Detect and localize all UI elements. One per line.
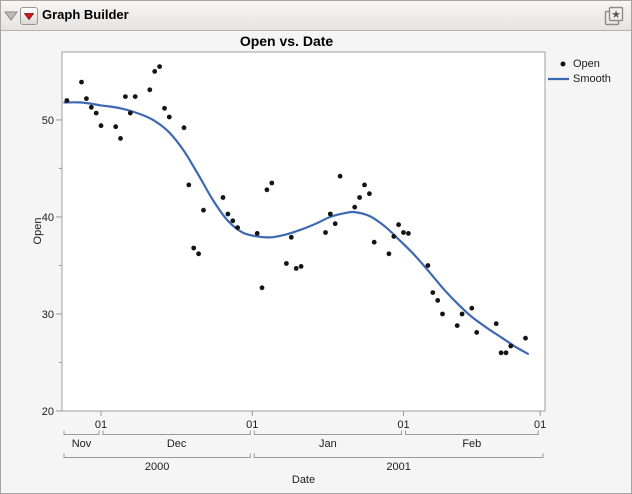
- data-point[interactable]: [166, 114, 172, 120]
- data-point[interactable]: [93, 110, 99, 116]
- data-point[interactable]: [230, 218, 236, 224]
- data-point[interactable]: [440, 311, 445, 317]
- x-month-label[interactable]: Jan: [319, 438, 337, 450]
- data-point[interactable]: [79, 79, 84, 85]
- x-day-tick-label[interactable]: 01: [397, 419, 409, 431]
- data-point[interactable]: [332, 221, 338, 227]
- data-point[interactable]: [186, 182, 192, 188]
- data-point[interactable]: [352, 204, 358, 210]
- data-point[interactable]: [391, 234, 397, 239]
- data-point[interactable]: [196, 251, 202, 257]
- data-point[interactable]: [371, 239, 377, 245]
- x-year-label[interactable]: 2000: [145, 461, 169, 473]
- x-axis-label[interactable]: Date: [291, 474, 316, 486]
- data-point[interactable]: [157, 64, 163, 69]
- y-tick-label[interactable]: 20: [42, 406, 54, 418]
- legend: Open Smooth: [547, 56, 611, 86]
- data-point[interactable]: [288, 234, 294, 240]
- data-point[interactable]: [469, 305, 475, 311]
- x-axis: [63, 411, 544, 458]
- x-month-label[interactable]: Feb: [462, 438, 481, 450]
- y-tick-label[interactable]: 50: [42, 115, 54, 127]
- red-triangle-icon: [24, 13, 34, 20]
- data-point[interactable]: [284, 261, 289, 266]
- data-point[interactable]: [327, 211, 333, 217]
- data-point[interactable]: [191, 245, 197, 251]
- data-point[interactable]: [386, 251, 392, 257]
- data-point[interactable]: [269, 180, 275, 186]
- data-point[interactable]: [201, 207, 206, 213]
- layered-window-star-icon[interactable]: ★: [603, 5, 625, 27]
- data-point[interactable]: [474, 330, 480, 335]
- data-point[interactable]: [127, 110, 133, 116]
- scatter-points[interactable]: [64, 64, 528, 356]
- data-point[interactable]: [225, 211, 231, 217]
- data-point[interactable]: [401, 230, 406, 235]
- x-day-tick-label[interactable]: 01: [246, 419, 258, 431]
- disclosure-triangle-icon[interactable]: [4, 10, 18, 22]
- data-point[interactable]: [337, 173, 343, 179]
- data-point[interactable]: [406, 231, 411, 236]
- legend-item-open[interactable]: Open: [547, 56, 611, 71]
- legend-label-open: Open: [573, 57, 600, 70]
- data-point[interactable]: [264, 187, 270, 193]
- data-point[interactable]: [98, 123, 104, 129]
- data-point[interactable]: [181, 125, 187, 131]
- y-tick-label[interactable]: 40: [42, 212, 54, 224]
- legend-item-smooth[interactable]: Smooth: [547, 71, 611, 86]
- dot-marker-icon: [560, 61, 566, 66]
- data-point[interactable]: [323, 230, 328, 235]
- data-point[interactable]: [367, 191, 372, 197]
- data-point[interactable]: [454, 323, 460, 328]
- data-point[interactable]: [64, 98, 70, 103]
- data-point[interactable]: [118, 136, 123, 141]
- data-point[interactable]: [357, 195, 362, 200]
- data-point[interactable]: [220, 195, 226, 200]
- x-month-label[interactable]: Dec: [167, 438, 187, 450]
- data-point[interactable]: [84, 96, 89, 101]
- data-point[interactable]: [123, 94, 128, 99]
- data-point[interactable]: [523, 335, 528, 341]
- data-point[interactable]: [152, 69, 158, 74]
- window-title: Graph Builder: [42, 7, 129, 22]
- data-point[interactable]: [298, 264, 304, 269]
- y-tick-label[interactable]: 30: [42, 309, 54, 321]
- data-point[interactable]: [254, 231, 260, 236]
- smooth-line[interactable]: [63, 101, 529, 355]
- plot-frame: [61, 51, 546, 412]
- red-triangle-menu-button[interactable]: [20, 7, 38, 25]
- data-point[interactable]: [425, 263, 431, 268]
- outline-header: Graph Builder ★: [1, 1, 631, 31]
- data-point[interactable]: [493, 321, 499, 327]
- data-point[interactable]: [362, 182, 367, 188]
- x-day-tick-label[interactable]: 01: [95, 419, 107, 431]
- legend-label-smooth: Smooth: [573, 72, 611, 85]
- x-year-label[interactable]: 2001: [386, 461, 410, 473]
- x-day-tick-label[interactable]: 01: [534, 419, 546, 431]
- data-point[interactable]: [162, 105, 167, 111]
- data-point[interactable]: [503, 350, 509, 356]
- data-point[interactable]: [235, 225, 241, 231]
- data-point[interactable]: [459, 311, 465, 317]
- data-point[interactable]: [147, 87, 153, 93]
- data-point[interactable]: [293, 266, 299, 271]
- data-point[interactable]: [435, 298, 441, 303]
- data-point[interactable]: [498, 350, 504, 356]
- y-axis: [56, 119, 62, 412]
- svg-text:★: ★: [611, 9, 621, 21]
- data-point[interactable]: [113, 124, 119, 130]
- data-point[interactable]: [430, 290, 436, 295]
- data-point[interactable]: [259, 285, 265, 291]
- data-point[interactable]: [88, 104, 94, 110]
- data-point[interactable]: [508, 343, 514, 349]
- data-point[interactable]: [132, 94, 138, 99]
- chart-title: Open vs. Date: [239, 33, 334, 49]
- x-month-label[interactable]: Nov: [72, 438, 92, 450]
- line-marker-icon: [548, 77, 569, 80]
- data-point[interactable]: [396, 222, 401, 228]
